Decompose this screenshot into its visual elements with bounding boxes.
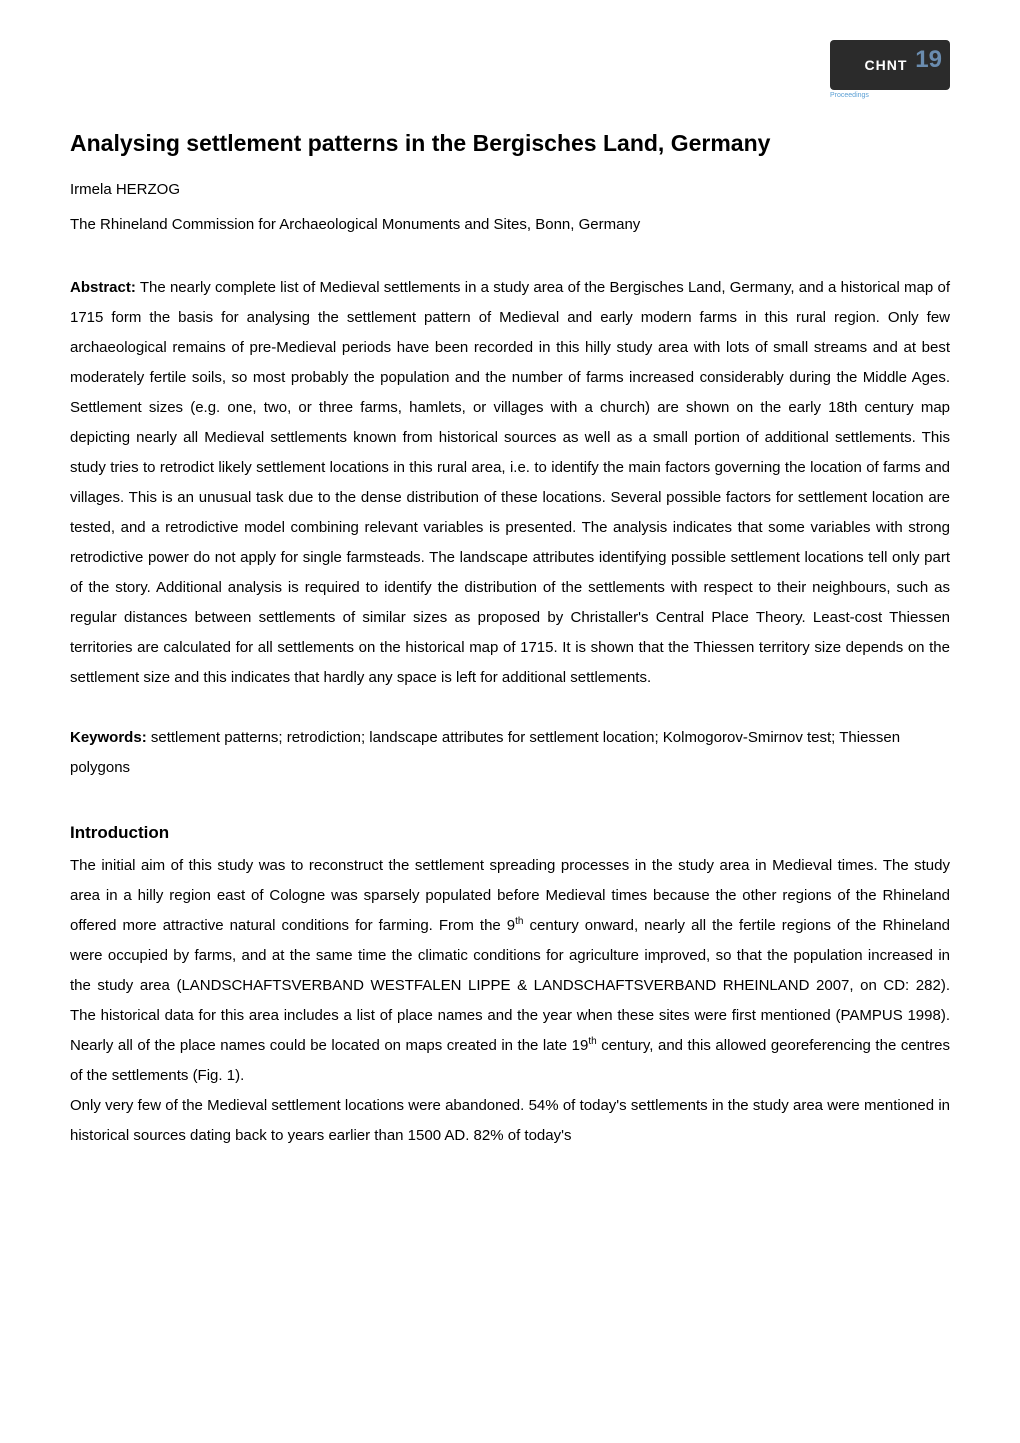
keywords-label: Keywords:	[70, 729, 147, 746]
section-heading: Introduction	[70, 823, 950, 843]
logo-number: 19	[915, 46, 942, 74]
abstract-paragraph: Abstract: The nearly complete list of Me…	[70, 273, 950, 693]
logo-brand: CHNT	[865, 57, 908, 73]
intro-paragraph-2: Only very few of the Medieval settlement…	[70, 1091, 950, 1151]
abstract-text: The nearly complete list of Medieval set…	[70, 279, 950, 686]
brand-logo: CHNT 19 Proceedings	[830, 40, 950, 100]
logo-box: CHNT 19	[830, 40, 950, 90]
intro-paragraph-1: The initial aim of this study was to rec…	[70, 851, 950, 1091]
logo-subtitle: Proceedings	[830, 92, 950, 99]
author-name: Irmela HERZOG	[70, 181, 950, 198]
keywords-paragraph: Keywords: settlement patterns; retrodict…	[70, 723, 950, 783]
abstract-label: Abstract:	[70, 279, 136, 296]
superscript-th-2: th	[588, 1036, 596, 1047]
superscript-th-1: th	[515, 916, 523, 927]
keywords-text: settlement patterns; retrodiction; lands…	[70, 729, 900, 776]
author-affiliation: The Rhineland Commission for Archaeologi…	[70, 216, 950, 233]
page-title: Analysing settlement patterns in the Ber…	[70, 130, 950, 157]
body-text-smallcaps: HEINLAND	[734, 977, 810, 994]
